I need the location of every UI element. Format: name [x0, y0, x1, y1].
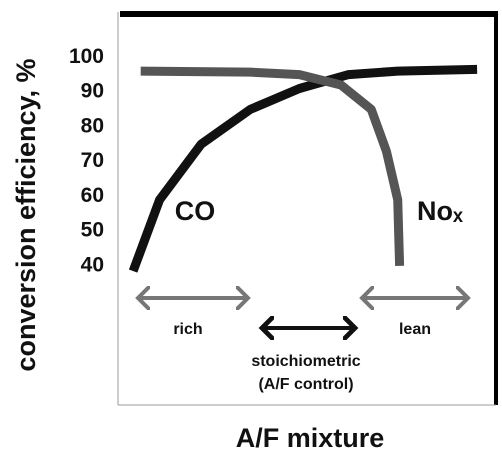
y-tick-label: 100 — [69, 45, 104, 68]
annotation: (A/F control) — [258, 376, 353, 393]
y-tick-label: 40 — [81, 253, 104, 276]
y-tick-label: 80 — [81, 114, 104, 137]
series-label: CO — [175, 196, 216, 226]
y-tick-label: 60 — [81, 184, 104, 207]
series-label: Noₓ — [417, 196, 463, 226]
annotation: stoichiometric — [251, 353, 360, 370]
series-line — [140, 66, 405, 267]
y-tick-label: 50 — [81, 219, 104, 242]
annotation: rich — [173, 321, 202, 338]
x-axis-label: A/F mixture — [236, 423, 385, 453]
annotation: lean — [399, 321, 431, 338]
series-line — [128, 64, 478, 273]
y-tick-label: 90 — [81, 80, 104, 103]
y-axis-label: conversion efficiency, % — [11, 58, 41, 371]
y-tick-label: 70 — [81, 149, 104, 172]
